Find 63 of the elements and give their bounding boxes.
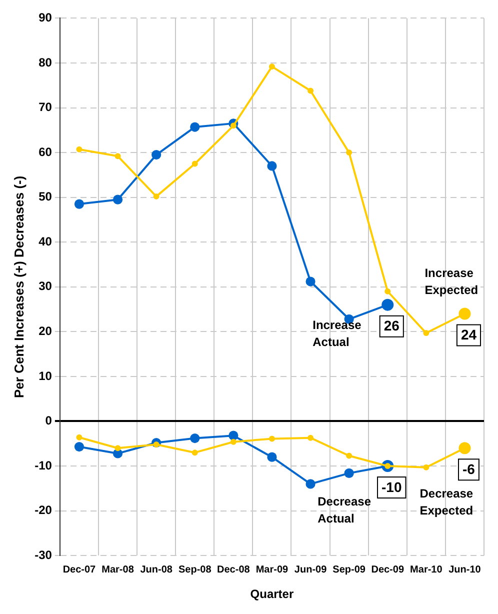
annotation: 24 xyxy=(460,326,477,343)
y-tick-label: 30 xyxy=(38,279,52,294)
y-tick-label: 60 xyxy=(38,144,52,159)
y-tick-label: 20 xyxy=(38,324,52,338)
point xyxy=(308,88,314,94)
point xyxy=(268,436,275,442)
point xyxy=(308,434,314,441)
y-tick-label: 40 xyxy=(38,234,52,248)
point xyxy=(190,122,200,132)
point xyxy=(76,146,82,152)
point xyxy=(192,450,198,456)
x-tick-label: Dec-09 xyxy=(371,564,404,576)
point xyxy=(423,330,430,336)
x-axis-title: Quarter xyxy=(250,587,294,602)
annotation: 26 xyxy=(384,318,400,334)
annotation: -10 xyxy=(382,478,402,495)
y-axis-title: Per Cent Increases (+) Decreases (-) xyxy=(11,176,26,398)
point xyxy=(346,150,352,156)
series-label: Increase Actual xyxy=(312,318,362,350)
point xyxy=(268,64,275,70)
point xyxy=(267,161,277,171)
y-tick-label: 0 xyxy=(45,414,52,428)
point xyxy=(74,442,84,452)
point xyxy=(114,153,121,160)
point xyxy=(192,160,198,167)
y-tick-label: -30 xyxy=(34,548,52,562)
y-tick-label: -20 xyxy=(34,503,52,518)
y-tick-label: 70 xyxy=(38,100,52,114)
point xyxy=(230,438,236,445)
y-tick-label: 10 xyxy=(38,368,52,383)
point xyxy=(76,434,82,440)
point xyxy=(74,199,84,209)
point xyxy=(228,430,238,440)
point xyxy=(306,276,316,286)
x-tick-label: Sep-09 xyxy=(332,564,366,576)
x-tick-label: Jun-10 xyxy=(448,564,482,576)
x-tick-label: Jun-08 xyxy=(140,564,173,576)
y-tick-label: 80 xyxy=(38,55,52,70)
point xyxy=(114,445,121,452)
point xyxy=(267,452,277,462)
series-label: Increase Expected xyxy=(424,266,478,298)
x-tick-label: Mar-10 xyxy=(410,564,443,576)
y-tick-label: 90 xyxy=(38,10,52,25)
x-tick-label: Mar-08 xyxy=(102,564,134,576)
x-tick-label: Jun-09 xyxy=(294,564,328,576)
point xyxy=(152,150,162,160)
point xyxy=(384,288,391,294)
series-label: Decrease Actual xyxy=(318,494,372,526)
point xyxy=(190,433,200,444)
series-label: Decrease Expected xyxy=(420,486,474,518)
x-tick-label: Sep-08 xyxy=(178,564,212,576)
y-tick-label: -10 xyxy=(34,458,52,472)
annotation: -6 xyxy=(462,460,476,477)
point xyxy=(346,452,352,459)
point xyxy=(344,468,354,478)
y-tick-label: 50 xyxy=(38,190,52,204)
point xyxy=(306,479,316,489)
x-tick-label: Dec-08 xyxy=(217,564,250,576)
x-tick-label: Mar-09 xyxy=(256,564,289,576)
x-tick-label: Dec-07 xyxy=(62,564,96,576)
point xyxy=(153,193,160,200)
point xyxy=(423,464,430,470)
point xyxy=(112,194,123,204)
